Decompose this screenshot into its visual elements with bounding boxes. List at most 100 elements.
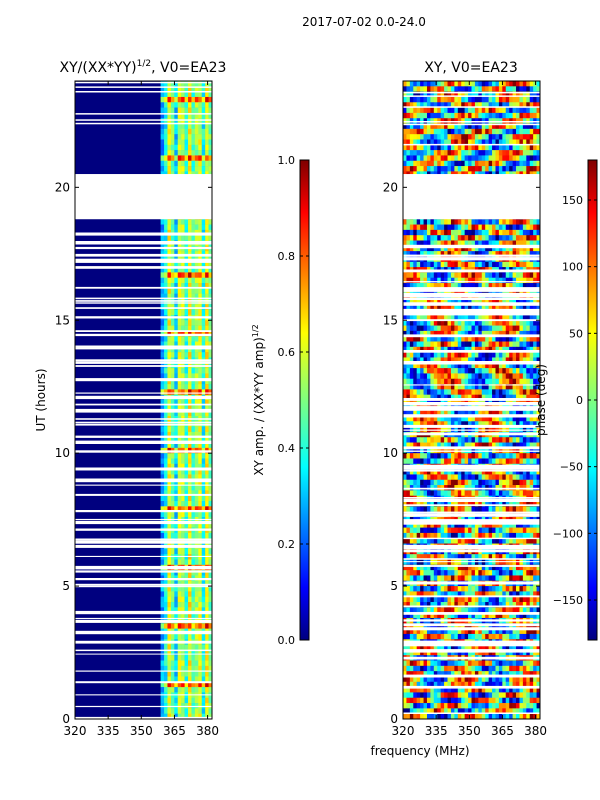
heatmap-cell — [201, 612, 206, 619]
flagged-row — [75, 260, 212, 263]
heatmap-cell — [485, 362, 489, 369]
heatmap-cell — [471, 81, 476, 87]
heatmap-cell — [409, 426, 414, 433]
heatmap-cell — [471, 346, 476, 353]
heatmap-cell — [433, 336, 438, 342]
heatmap-cell — [403, 96, 407, 103]
heatmap-cell — [430, 442, 435, 449]
heatmap-cell — [194, 522, 199, 528]
heatmap-cell — [447, 107, 452, 114]
heatmap-cell — [492, 144, 496, 151]
heatmap-cell — [174, 261, 179, 268]
heatmap-cell — [177, 479, 182, 486]
heatmap-cell — [474, 123, 479, 130]
heatmap-cell — [516, 144, 520, 151]
heatmap-cell — [413, 229, 417, 236]
heatmap-cell — [444, 304, 448, 310]
heatmap-cell — [164, 479, 168, 486]
heatmap-cell — [492, 166, 496, 172]
heatmap-cell — [184, 596, 189, 603]
heatmap-cell — [188, 655, 192, 661]
heatmap-cell — [198, 644, 203, 651]
heatmap-cell — [167, 522, 172, 528]
heatmap-cell — [191, 453, 196, 459]
heatmap-cell — [201, 570, 206, 576]
heatmap-cell — [174, 330, 179, 337]
heatmap-cell — [488, 134, 493, 140]
heatmap-cell — [488, 304, 493, 310]
flagged-row — [75, 113, 212, 115]
heatmap-cell — [533, 304, 537, 310]
heatmap-cell — [406, 453, 411, 459]
heatmap-cell — [502, 272, 507, 279]
heatmap-cell — [536, 389, 540, 395]
heatmap-cell — [461, 128, 465, 135]
heatmap-cell — [184, 697, 189, 704]
heatmap-cell — [485, 384, 489, 390]
heatmap-cell — [208, 283, 212, 289]
heatmap-cell — [420, 96, 424, 103]
heatmap-cell — [205, 687, 209, 693]
heatmap-cell — [413, 144, 417, 151]
heatmap-cell — [430, 320, 435, 326]
heatmap-cell — [536, 336, 540, 342]
heatmap-cell — [440, 453, 445, 459]
heatmap-cell — [492, 160, 496, 167]
heatmap-cell — [471, 479, 476, 486]
heatmap-cell — [516, 362, 520, 369]
heatmap-cell — [423, 336, 428, 342]
heatmap-cell — [177, 633, 182, 640]
heatmap-cell — [208, 596, 212, 603]
y-tick-label: 5 — [62, 579, 70, 593]
heatmap-cell — [522, 91, 527, 98]
heatmap-cell — [194, 155, 199, 162]
heatmap-cell — [406, 341, 411, 348]
heatmap-cell — [181, 134, 185, 140]
heatmap-cell — [416, 357, 421, 364]
heatmap-cell — [167, 649, 172, 656]
heatmap-cell — [177, 671, 182, 677]
heatmap-cell — [505, 245, 510, 252]
heatmap-cell — [519, 421, 524, 427]
heatmap-cell — [440, 251, 445, 257]
heatmap-cell — [498, 320, 503, 326]
heatmap-cell — [403, 283, 407, 289]
heatmap-cell — [201, 112, 206, 119]
heatmap-cell — [164, 261, 168, 268]
heatmap-cell — [416, 219, 421, 225]
heatmap-cell — [522, 283, 527, 289]
heatmap-cell — [444, 389, 448, 395]
heatmap-cell — [536, 86, 540, 92]
heatmap-cell — [170, 91, 175, 98]
heatmap-cell — [457, 458, 462, 465]
heatmap-cell — [488, 389, 493, 395]
heatmap-cell — [181, 128, 185, 135]
heatmap-cell — [533, 139, 537, 146]
heatmap-cell — [485, 139, 489, 146]
heatmap-cell — [170, 96, 175, 103]
heatmap-cell — [512, 245, 517, 252]
heatmap-cell — [174, 469, 179, 475]
heatmap-cell — [516, 272, 520, 279]
heatmap-cell — [420, 426, 424, 433]
heatmap-cell — [423, 421, 428, 427]
heatmap-cell — [409, 298, 414, 305]
heatmap-cell — [177, 697, 182, 704]
heatmap-cell — [208, 671, 212, 677]
heatmap-cell — [188, 649, 192, 656]
heatmap-cell — [516, 437, 520, 443]
heatmap-cell — [533, 410, 537, 417]
heatmap-cell — [205, 160, 209, 167]
heatmap-cell — [529, 112, 534, 119]
heatmap-cell — [444, 378, 448, 385]
heatmap-cell — [498, 160, 503, 167]
heatmap-cell — [208, 559, 212, 566]
heatmap-cell — [430, 421, 435, 427]
heatmap-cell — [416, 373, 421, 380]
heatmap-cell — [188, 86, 192, 92]
heatmap-cell — [488, 421, 493, 427]
heatmap-cell — [184, 687, 189, 693]
heatmap-cell — [208, 474, 212, 481]
heatmap-cell — [481, 320, 486, 326]
heatmap-cell — [488, 160, 493, 167]
